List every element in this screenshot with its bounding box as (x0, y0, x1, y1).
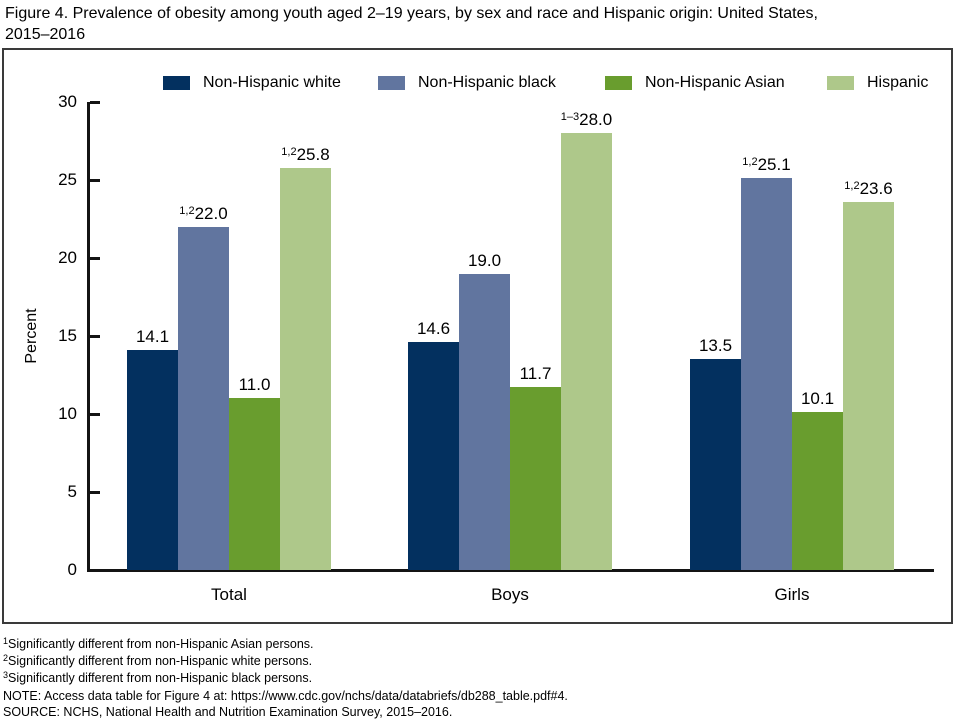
legend-label: Hispanic (867, 74, 929, 91)
x-category-label: Total (211, 585, 247, 604)
bar-value-label: 1,223.6 (819, 179, 919, 199)
y-tick-mark (90, 490, 100, 494)
bar-value-label: 13.5 (666, 336, 766, 356)
bar (408, 342, 459, 570)
bar-value: 13.5 (698, 336, 733, 356)
bar (280, 167, 331, 570)
y-tick-mark (90, 412, 100, 416)
y-tick-label: 15 (58, 326, 77, 345)
bar (741, 178, 792, 570)
bar (792, 412, 843, 570)
figure-title-line2: 2015–2016 (5, 26, 86, 43)
bar-value-label: 1–328.0 (537, 110, 637, 130)
y-tick-mark (90, 100, 100, 104)
footnote-line: 1Significantly different from non-Hispan… (3, 636, 314, 651)
figure-title: Figure 4. Prevalence of obesity among yo… (5, 3, 953, 45)
footnotes: 1Significantly different from non-Hispan… (3, 636, 568, 720)
significance-superscript: 1,2 (179, 204, 195, 217)
significance-superscript: 1,2 (281, 145, 297, 158)
y-tick-label: 10 (58, 404, 77, 423)
bar-value-label: 14.6 (384, 319, 484, 339)
bar (843, 201, 894, 570)
bar (178, 226, 229, 570)
y-axis-line (87, 102, 90, 572)
bar-value-label: 19.0 (435, 251, 535, 271)
bar-value-label: 1,225.1 (717, 155, 817, 175)
y-tick-mark (90, 334, 100, 338)
legend-label: Non-Hispanic Asian (645, 74, 785, 91)
legend-item: Hispanic (827, 75, 928, 91)
legend-label: Non-Hispanic white (203, 74, 341, 91)
y-tick-mark (90, 178, 100, 182)
footnote-line: NOTE: Access data table for Figure 4 at:… (3, 688, 568, 703)
significance-superscript: 1,2 (844, 179, 860, 192)
legend-swatch (378, 76, 405, 90)
figure-title-line1: Figure 4. Prevalence of obesity among yo… (5, 5, 818, 22)
bar-value: 11.0 (238, 375, 271, 395)
bar-value: 10.1 (800, 389, 835, 409)
x-category-label: Boys (491, 585, 529, 604)
bar (561, 133, 612, 570)
y-tick-label: 20 (58, 248, 77, 267)
legend-label: Non-Hispanic black (418, 74, 556, 91)
footnote-line: SOURCE: NCHS, National Health and Nutrit… (3, 704, 453, 719)
bar (229, 398, 280, 570)
bar (127, 350, 178, 570)
bar-value: 19.0 (467, 250, 502, 270)
bar-value-label: 14.1 (103, 327, 203, 347)
footnote-superscript: 1 (3, 636, 9, 646)
footnote-superscript: 3 (3, 670, 9, 681)
bar-value-label: 1,225.8 (256, 145, 356, 165)
y-tick-label: 0 (67, 560, 77, 579)
legend-item: Non-Hispanic black (378, 75, 556, 91)
bar-value: 25.8 (296, 144, 330, 164)
x-axis-line (87, 569, 934, 572)
x-category-label: Girls (774, 585, 810, 604)
bar-value: 28.0 (579, 110, 613, 130)
legend-swatch (827, 76, 854, 90)
bar-value: 25.1 (757, 155, 791, 175)
legend-item: Non-Hispanic white (163, 75, 341, 91)
bar (690, 359, 741, 570)
legend-item: Non-Hispanic Asian (605, 75, 785, 91)
significance-superscript: 1,2 (742, 156, 758, 169)
bar-value: 23.6 (859, 178, 893, 198)
y-tick-label: 30 (58, 92, 77, 111)
bar (510, 387, 561, 570)
legend-swatch (163, 76, 190, 90)
bar-value: 14.1 (135, 327, 170, 347)
y-tick-label: 25 (58, 170, 77, 189)
significance-superscript: 1–3 (560, 111, 580, 124)
footnote-line: 2Significantly different from non-Hispan… (3, 653, 313, 669)
chart-area: Percent 0 5 10 15 20 25 30 14.1 1,222.0 11.0 1,225… (2, 48, 953, 624)
bar (459, 273, 510, 570)
footnote-superscript: 2 (3, 653, 9, 664)
bar-value: 22.0 (194, 203, 228, 223)
y-tick-mark (90, 256, 100, 260)
bar-value: 14.6 (416, 319, 451, 339)
y-tick-label: 5 (67, 482, 77, 501)
bar-value: 11.7 (519, 364, 552, 384)
footnote-line: 3Significantly different from non-Hispan… (3, 670, 313, 686)
bar-value-label: 11.7 (486, 364, 586, 384)
bar-value-label: 10.1 (768, 389, 868, 409)
bar-value-label: 11.0 (205, 375, 305, 395)
legend-swatch (605, 76, 632, 90)
bar-value-label: 1,222.0 (154, 204, 254, 224)
